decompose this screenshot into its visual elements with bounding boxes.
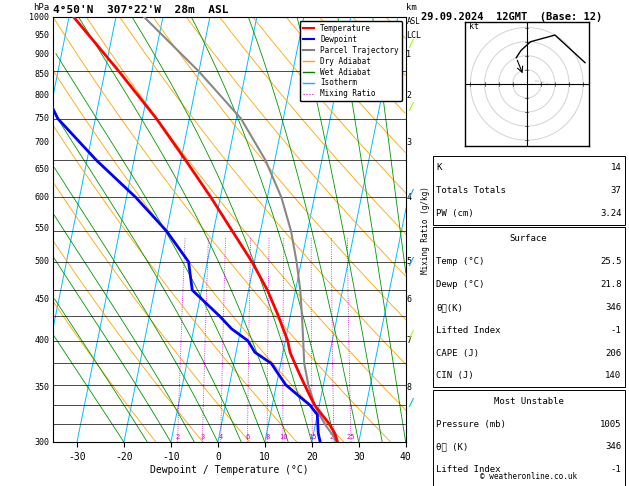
Text: CAPE (J): CAPE (J) — [436, 348, 479, 358]
Text: 1005: 1005 — [600, 419, 621, 429]
Text: 500: 500 — [34, 257, 49, 266]
Text: 4: 4 — [406, 193, 411, 202]
Text: 4°50'N  307°22'W  28m  ASL: 4°50'N 307°22'W 28m ASL — [53, 5, 229, 15]
Text: /: / — [407, 39, 414, 49]
Text: Lifted Index: Lifted Index — [436, 326, 501, 335]
Text: 8: 8 — [406, 383, 411, 392]
Text: 600: 600 — [34, 193, 49, 202]
Text: 6: 6 — [245, 434, 250, 440]
Text: 20: 20 — [330, 434, 338, 440]
Text: -1: -1 — [611, 326, 621, 335]
Text: 700: 700 — [34, 139, 49, 147]
Text: Totals Totals: Totals Totals — [436, 186, 506, 195]
X-axis label: Dewpoint / Temperature (°C): Dewpoint / Temperature (°C) — [150, 465, 309, 475]
Text: © weatheronline.co.uk: © weatheronline.co.uk — [480, 472, 577, 481]
Text: 346: 346 — [605, 442, 621, 451]
Text: 25: 25 — [347, 434, 355, 440]
Text: 350: 350 — [34, 383, 49, 392]
Text: Pressure (mb): Pressure (mb) — [436, 419, 506, 429]
Text: 950: 950 — [34, 31, 49, 40]
Text: 2: 2 — [406, 91, 411, 100]
Text: Surface: Surface — [510, 234, 547, 243]
Text: 1000: 1000 — [29, 13, 49, 21]
Text: kt: kt — [469, 22, 479, 31]
Text: 850: 850 — [34, 70, 49, 79]
Text: θᴇ(K): θᴇ(K) — [436, 303, 463, 312]
Text: 3: 3 — [406, 139, 411, 147]
Text: ASL: ASL — [406, 17, 420, 26]
Text: Lifted Index: Lifted Index — [436, 465, 501, 474]
Text: km: km — [406, 3, 417, 12]
Text: 8: 8 — [265, 434, 269, 440]
Text: 550: 550 — [34, 224, 49, 233]
Text: 1: 1 — [406, 50, 411, 59]
Text: 10: 10 — [279, 434, 287, 440]
Text: /: / — [407, 399, 414, 408]
Text: PW (cm): PW (cm) — [436, 209, 474, 218]
Text: CIN (J): CIN (J) — [436, 371, 474, 381]
Text: 206: 206 — [605, 348, 621, 358]
Text: K: K — [436, 163, 442, 173]
Text: LCL: LCL — [406, 31, 421, 40]
Text: /: / — [407, 258, 414, 267]
Text: hPa: hPa — [33, 3, 49, 12]
Text: Temp (°C): Temp (°C) — [436, 257, 484, 266]
Text: 25.5: 25.5 — [600, 257, 621, 266]
Text: 21.8: 21.8 — [600, 280, 621, 289]
Text: 15: 15 — [308, 434, 316, 440]
Text: 300: 300 — [34, 438, 49, 447]
Text: 450: 450 — [34, 295, 49, 304]
Text: 140: 140 — [605, 371, 621, 381]
Legend: Temperature, Dewpoint, Parcel Trajectory, Dry Adiabat, Wet Adiabat, Isotherm, Mi: Temperature, Dewpoint, Parcel Trajectory… — [299, 21, 402, 102]
Text: 6: 6 — [406, 295, 411, 304]
Text: θᴇ (K): θᴇ (K) — [436, 442, 468, 451]
Text: Most Unstable: Most Unstable — [494, 397, 564, 406]
Text: /: / — [407, 102, 414, 112]
Text: 800: 800 — [34, 91, 49, 100]
Text: -1: -1 — [611, 465, 621, 474]
Text: Mixing Ratio (g/kg): Mixing Ratio (g/kg) — [421, 186, 430, 274]
Text: 5: 5 — [406, 257, 411, 266]
Text: 4: 4 — [219, 434, 223, 440]
Text: 750: 750 — [34, 114, 49, 123]
Text: /: / — [407, 330, 414, 340]
Text: 7: 7 — [406, 336, 411, 345]
Text: 400: 400 — [34, 336, 49, 345]
Text: 650: 650 — [34, 165, 49, 174]
Text: /: / — [407, 190, 414, 199]
Text: 37: 37 — [611, 186, 621, 195]
Text: Dewp (°C): Dewp (°C) — [436, 280, 484, 289]
Text: 14: 14 — [611, 163, 621, 173]
Text: 900: 900 — [34, 50, 49, 59]
Text: 346: 346 — [605, 303, 621, 312]
Text: 3.24: 3.24 — [600, 209, 621, 218]
Text: 29.09.2024  12GMT  (Base: 12): 29.09.2024 12GMT (Base: 12) — [421, 12, 603, 22]
Text: 3: 3 — [200, 434, 204, 440]
Text: 2: 2 — [175, 434, 180, 440]
